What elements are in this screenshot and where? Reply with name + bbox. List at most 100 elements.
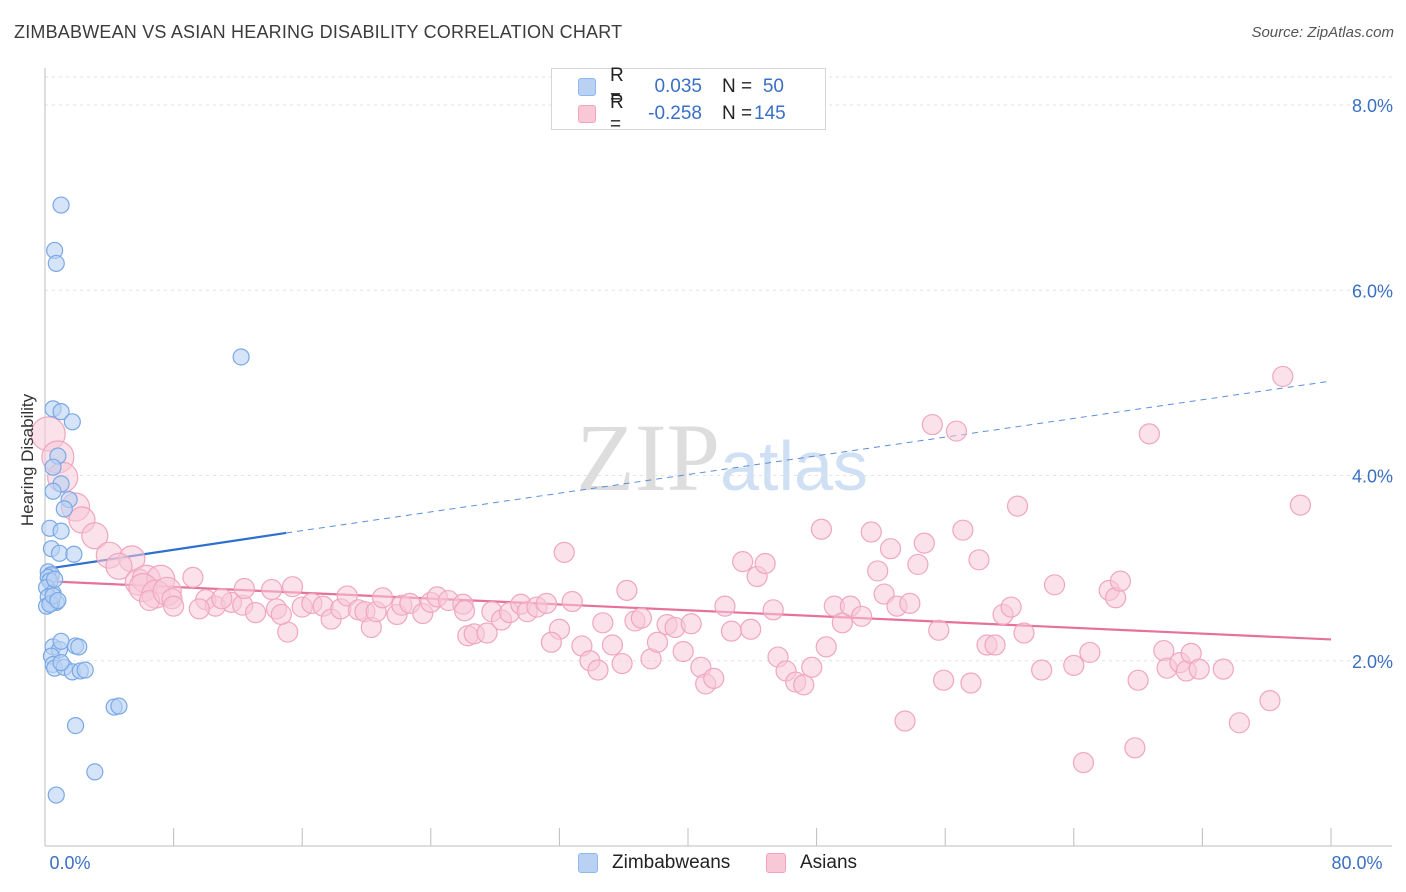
point-asians xyxy=(740,618,762,640)
point-asians xyxy=(277,621,299,643)
legend-item-asians[interactable]: Asians xyxy=(766,852,857,874)
point-zimbabweans xyxy=(63,413,81,431)
legend-r-value: 0.035 xyxy=(654,76,702,97)
point-asians xyxy=(553,541,575,563)
point-asians xyxy=(1000,596,1022,618)
point-zimbabweans xyxy=(55,500,73,518)
legend-swatch-asians xyxy=(766,853,786,873)
legend-n-value: 145 xyxy=(754,103,786,124)
point-asians xyxy=(1079,641,1101,664)
point-zimbabweans xyxy=(52,196,70,214)
y-axis-label: Hearing Disability xyxy=(18,393,37,526)
point-zimbabweans xyxy=(76,661,94,679)
point-asians xyxy=(261,578,283,601)
point-asians xyxy=(913,532,935,554)
gridlines xyxy=(45,76,1392,662)
legend-n-label: N = xyxy=(722,103,753,124)
legend-item-zimbabweans[interactable]: Zimbabweans xyxy=(578,852,730,874)
point-zimbabweans xyxy=(47,786,65,804)
point-zimbabweans xyxy=(49,591,67,610)
point-zimbabweans xyxy=(110,697,128,715)
legend-swatch-zimbabweans xyxy=(578,853,598,873)
point-asians xyxy=(188,598,210,620)
point-asians xyxy=(932,669,955,691)
point-asians xyxy=(1063,654,1085,676)
point-asians xyxy=(233,577,255,600)
point-asians xyxy=(867,560,889,582)
point-asians xyxy=(703,667,725,689)
y-tick-labels: 2.0% 4.0% 6.0% 8.0% xyxy=(1352,96,1393,672)
legend-r-label: R = xyxy=(610,65,624,108)
source-label: Source: ZipAtlas.com xyxy=(1251,24,1394,41)
series-legend: Zimbabweans Asians xyxy=(0,852,1406,878)
point-zimbabweans xyxy=(65,545,83,563)
point-asians xyxy=(1228,712,1250,734)
point-asians xyxy=(960,672,982,694)
x-tick-label-max: 80.0% xyxy=(1331,853,1382,873)
point-asians xyxy=(680,613,702,635)
point-asians xyxy=(1043,574,1066,596)
point-asians xyxy=(815,636,837,658)
point-zimbabweans xyxy=(86,763,104,781)
legend-r-value: -0.258 xyxy=(648,103,702,124)
point-zimbabweans xyxy=(52,654,70,672)
point-asians xyxy=(630,607,652,629)
point-asians xyxy=(907,553,929,576)
point-asians xyxy=(928,619,950,641)
watermark: ZIPatlas xyxy=(576,404,868,511)
point-asians xyxy=(81,522,109,550)
legend-n-label: N = xyxy=(722,76,753,97)
point-asians xyxy=(182,566,204,589)
point-asians xyxy=(732,551,754,573)
point-asians xyxy=(860,521,882,543)
y-tick-label: 2.0% xyxy=(1352,652,1393,672)
point-asians xyxy=(720,620,743,642)
point-asians xyxy=(281,576,304,598)
legend-n-value: 50 xyxy=(762,76,784,97)
trendline-asians xyxy=(44,580,1332,641)
point-asians xyxy=(611,652,633,675)
x-tick-label-min: 0.0% xyxy=(49,853,90,873)
point-asians xyxy=(1289,494,1312,516)
y-tick-label: 8.0% xyxy=(1352,96,1393,116)
point-zimbabweans xyxy=(44,482,62,500)
point-asians xyxy=(535,592,558,614)
point-asians xyxy=(1031,659,1053,681)
point-asians xyxy=(371,587,394,609)
point-asians xyxy=(163,595,185,617)
point-zimbabweans xyxy=(44,458,62,476)
point-asians xyxy=(984,634,1006,656)
point-asians xyxy=(921,413,943,436)
point-zimbabweans xyxy=(70,638,88,656)
point-asians xyxy=(945,420,968,442)
point-asians xyxy=(601,634,624,656)
point-asians xyxy=(1013,622,1035,644)
point-asians xyxy=(754,552,776,575)
point-asians xyxy=(793,674,815,696)
point-asians xyxy=(1138,423,1160,445)
point-zimbabweans xyxy=(52,522,70,540)
point-asians xyxy=(1188,658,1210,680)
chart-title: ZIMBABWEAN VS ASIAN HEARING DISABILITY C… xyxy=(14,22,623,42)
point-asians xyxy=(476,622,498,644)
point-asians xyxy=(1124,737,1146,759)
point-asians xyxy=(952,519,974,541)
legend-row-asians: R = -0.258 N = 145 xyxy=(578,92,786,135)
point-zimbabweans xyxy=(50,544,69,562)
point-zimbabweans xyxy=(232,348,250,366)
point-asians xyxy=(899,592,921,614)
point-asians xyxy=(894,710,916,732)
point-asians xyxy=(1006,495,1029,517)
point-zimbabweans xyxy=(46,570,64,588)
point-asians xyxy=(762,599,784,621)
point-asians xyxy=(592,612,614,634)
point-asians xyxy=(1212,658,1234,680)
point-asians xyxy=(672,640,694,663)
y-tick-label: 4.0% xyxy=(1352,467,1393,487)
point-asians xyxy=(968,549,990,571)
y-tick-label: 6.0% xyxy=(1352,281,1393,301)
legend-swatch-asians xyxy=(578,105,596,123)
point-asians xyxy=(336,585,358,607)
point-asians xyxy=(244,601,267,624)
